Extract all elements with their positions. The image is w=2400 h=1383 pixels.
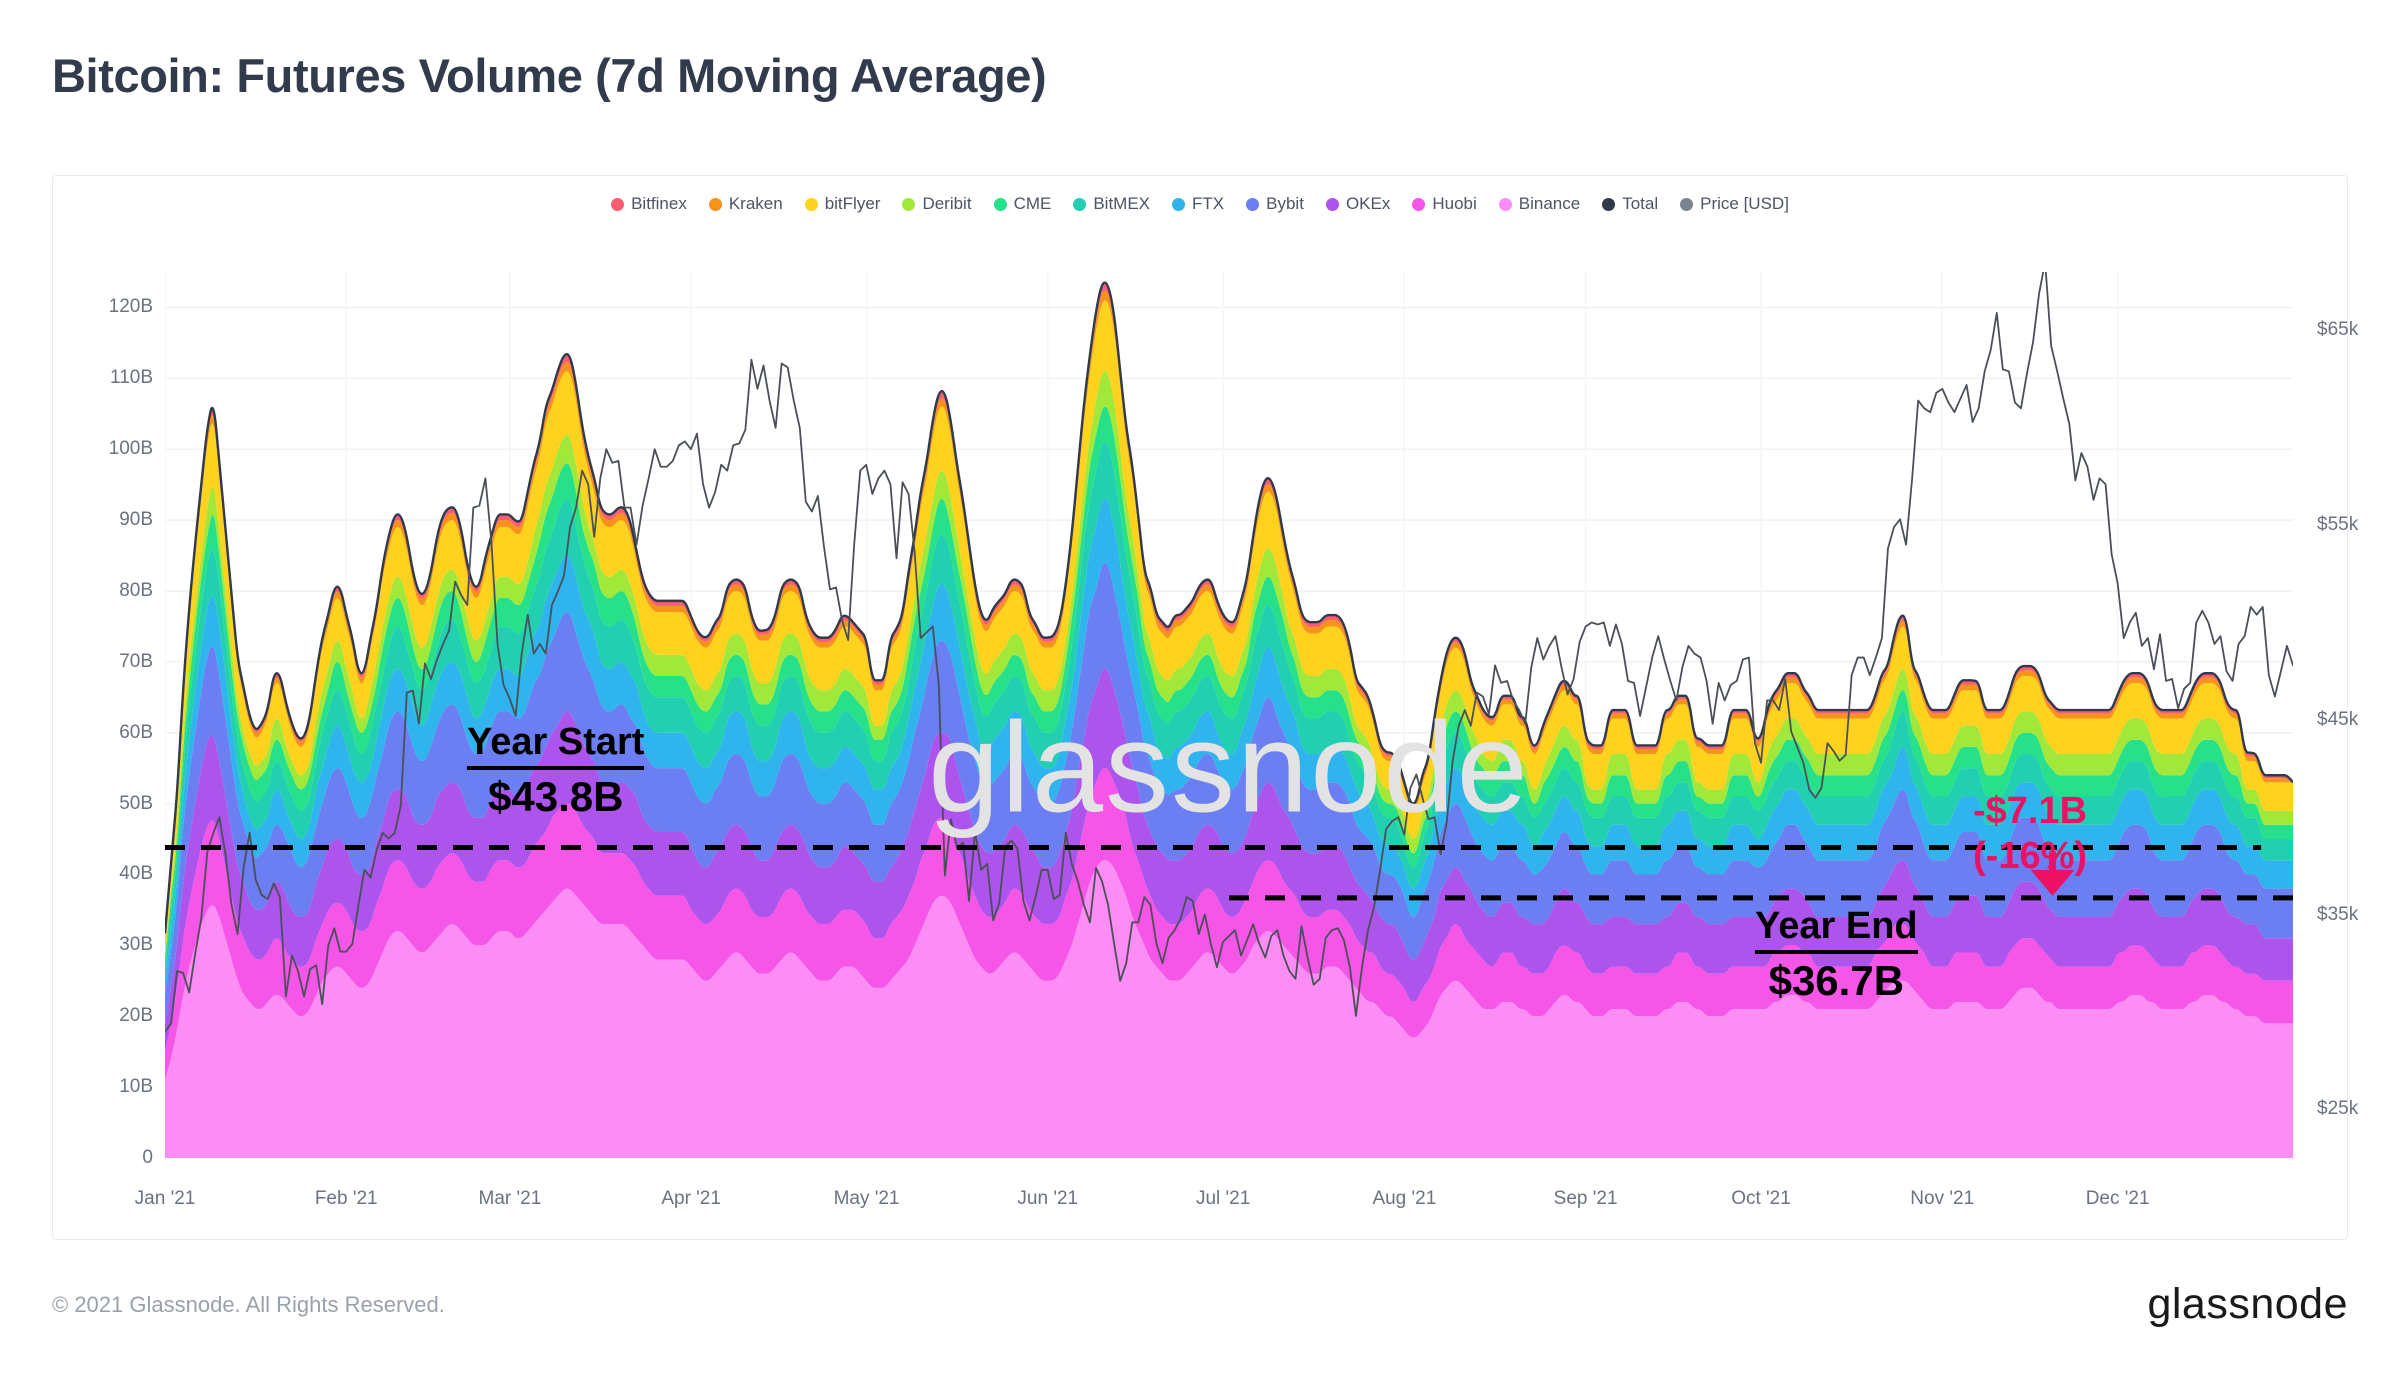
chart-svg: [165, 272, 2293, 1158]
legend-dot-icon: [993, 197, 1007, 211]
delta-arrow: [2030, 851, 2075, 896]
legend-item-deribit[interactable]: Deribit: [902, 194, 972, 214]
y-axis-tick-label: 40B: [119, 863, 153, 885]
legend-item-cme[interactable]: CME: [993, 194, 1052, 214]
x-axis-tick-label: Feb '21: [314, 1188, 378, 1209]
y-axis-right-tick-label: $65k: [2317, 319, 2359, 341]
legend-label: Binance: [1518, 194, 1581, 213]
annotation-year-start-label: Year Start: [467, 721, 645, 770]
x-axis-tick-label: Aug '21: [1372, 1188, 1437, 1209]
copyright-text: © 2021 Glassnode. All Rights Reserved.: [52, 1292, 445, 1317]
x-axis-tick-label: Mar '21: [478, 1188, 542, 1209]
legend-label: FTX: [1192, 194, 1225, 213]
stacked-areas: [165, 282, 2293, 1158]
annotation-year-end-label: Year End: [1755, 905, 1918, 954]
glassnode-logo: glassnode: [2147, 1280, 2348, 1328]
legend-item-binance[interactable]: Binance: [1498, 194, 1581, 214]
legend-label: BitMEX: [1093, 194, 1151, 213]
y-axis-right-tick-label: $25k: [2317, 1098, 2359, 1120]
legend-label: Kraken: [728, 194, 783, 213]
annotation-year-start: Year Start $43.8B: [467, 721, 645, 820]
legend-dot-icon: [1246, 197, 1260, 211]
x-axis-tick-label: Nov '21: [1910, 1188, 1975, 1209]
y-axis-tick-label: 120B: [108, 296, 153, 318]
legend-dot-icon: [902, 197, 916, 211]
legend-item-kraken[interactable]: Kraken: [708, 194, 783, 214]
legend-item-okex[interactable]: OKEx: [1325, 194, 1391, 214]
annotation-delta-absolute: -$7.1B: [1973, 790, 2088, 833]
chart-legend: Bitfinex Kraken bitFlyer Deribit CME BitMEX FT…: [53, 194, 2347, 214]
x-axis-tick-label: Jun '21: [1017, 1188, 1079, 1209]
x-axis-tick-label: Dec '21: [2085, 1188, 2150, 1209]
y-axis-right-tick-label: $45k: [2317, 708, 2359, 730]
y-axis-tick-label: 80B: [119, 579, 153, 601]
chart-card: Bitfinex Kraken bitFlyer Deribit CME BitMEX FT…: [52, 175, 2358, 1240]
y-axis-tick-label: 10B: [119, 1076, 153, 1098]
x-axis-tick-label: Apr '21: [661, 1188, 721, 1209]
y-axis-tick-label: 90B: [119, 509, 153, 531]
y-axis-right-tick-label: $55k: [2317, 514, 2359, 536]
legend-item-huobi[interactable]: Huobi: [1412, 194, 1477, 214]
y-axis-tick-label: 100B: [108, 438, 153, 460]
price-line: [165, 272, 2293, 1033]
annotation-delta-percent: (-16%): [1973, 834, 2088, 877]
annotation-year-end-value: $36.7B: [1768, 956, 1905, 1004]
annotation-year-start-value: $43.8B: [488, 772, 624, 820]
legend-item-ftx[interactable]: FTX: [1172, 194, 1224, 214]
legend-item-bybit[interactable]: Bybit: [1246, 194, 1304, 214]
legend-label: Total: [1622, 194, 1659, 213]
y-axis-tick-label: 70B: [119, 650, 153, 672]
legend-label: Bitfinex: [631, 194, 687, 213]
legend-dot-icon: [1498, 197, 1512, 211]
y-axis-tick-label: 60B: [119, 721, 153, 743]
total-line: [165, 281, 2293, 934]
legend-label: Deribit: [922, 194, 972, 213]
legend-label: bitFlyer: [824, 194, 881, 213]
y-axis-right-tick-label: $35k: [2317, 903, 2359, 925]
legend-label: Price [USD]: [1700, 194, 1789, 213]
plot-area: glassnode 0 10B 20B 30B 40B 50B 60B 70B 80B 90B 10…: [109, 272, 2358, 1209]
legend-item-price-usd[interactable]: Price [USD]: [1680, 194, 1789, 214]
y-axis-tick-label: 30B: [119, 934, 153, 956]
y-axis-tick-label: 0: [142, 1147, 153, 1168]
legend-dot-icon: [1412, 197, 1426, 211]
y-axis-tick-label: 50B: [119, 792, 153, 814]
legend-label: Bybit: [1266, 194, 1304, 213]
legend-item-bitfinex[interactable]: Bitfinex: [611, 194, 687, 214]
legend-dot-icon: [708, 197, 722, 211]
legend-item-bitmex[interactable]: BitMEX: [1073, 194, 1150, 214]
x-axis-tick-label: Jul '21: [1195, 1188, 1251, 1209]
legend-dot-icon: [1073, 197, 1087, 211]
page-title: Bitcoin: Futures Volume (7d Moving Avera…: [52, 49, 1047, 102]
legend-label: OKEx: [1345, 194, 1391, 213]
legend-dot-icon: [611, 197, 625, 211]
y-axis-tick-label: 20B: [119, 1005, 153, 1027]
x-axis-tick-label: Jan '21: [134, 1188, 196, 1209]
annotation-delta: -$7.1B (-16%): [1973, 789, 2087, 879]
annotation-year-end: Year End $36.7B: [1755, 905, 1918, 1004]
legend-dot-icon: [1325, 197, 1339, 211]
legend-dot-icon: [1602, 197, 1616, 211]
x-axis-tick-label: Sep '21: [1553, 1188, 1618, 1209]
legend-dot-icon: [1680, 197, 1694, 211]
legend-item-total[interactable]: Total: [1602, 194, 1658, 214]
x-axis-tick-label: Oct '21: [1731, 1188, 1791, 1209]
y-axis-tick-label: 110B: [110, 367, 153, 389]
x-axis-tick-label: May '21: [833, 1188, 900, 1209]
reference-lines: [165, 845, 2293, 901]
legend-item-bitflyer[interactable]: bitFlyer: [804, 194, 881, 214]
legend-dot-icon: [1172, 197, 1186, 211]
legend-label: Huobi: [1432, 194, 1477, 213]
legend-dot-icon: [804, 197, 818, 211]
legend-label: CME: [1013, 194, 1052, 213]
